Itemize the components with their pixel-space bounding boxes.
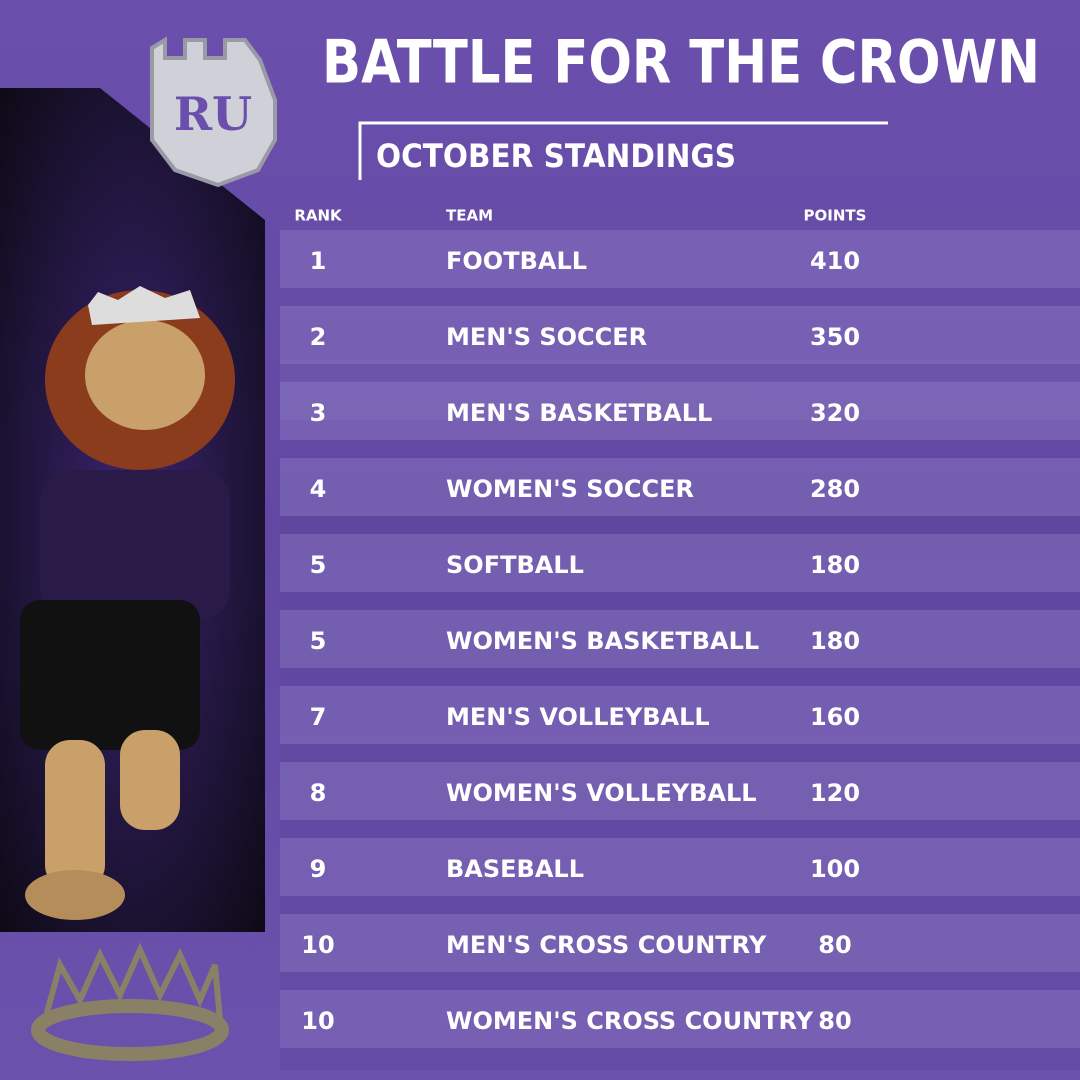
points: 280 <box>810 475 860 503</box>
row-band <box>280 230 1080 288</box>
points: 180 <box>810 627 860 655</box>
points: 80 <box>818 931 851 959</box>
rank: 10 <box>301 1007 334 1035</box>
team: MEN'S BASKETBALL <box>446 399 712 427</box>
logo-text: RU <box>174 87 252 141</box>
mascot <box>20 286 235 920</box>
subtitle-frame <box>358 121 888 180</box>
team: WOMEN'S SOCCER <box>446 475 694 503</box>
team: SOFTBALL <box>446 551 584 579</box>
rank: 10 <box>301 931 334 959</box>
row-band <box>280 534 1080 592</box>
points: 160 <box>810 703 860 731</box>
logo: RU <box>150 36 277 188</box>
points: 320 <box>810 399 860 427</box>
team: BASEBALL <box>446 855 584 883</box>
row-band <box>280 990 1080 1048</box>
subtitle: OCTOBER STANDINGS <box>376 137 736 175</box>
team: MEN'S CROSS COUNTRY <box>446 931 767 959</box>
team: MEN'S SOCCER <box>446 323 647 351</box>
team: WOMEN'S CROSS COUNTRY <box>446 1007 814 1035</box>
rank: 2 <box>310 323 327 351</box>
rank: 5 <box>310 551 327 579</box>
row-band <box>280 610 1080 668</box>
crown-icon <box>31 942 229 1061</box>
points: 100 <box>810 855 860 883</box>
row-band <box>280 686 1080 744</box>
title: BATTLE FOR THE CROWN <box>322 28 1040 98</box>
points: 80 <box>818 1007 851 1035</box>
team: WOMEN'S BASKETBALL <box>446 627 759 655</box>
rank: 3 <box>310 399 327 427</box>
rank: 5 <box>310 627 327 655</box>
points: 120 <box>810 779 860 807</box>
row-band <box>280 762 1080 820</box>
points: 180 <box>810 551 860 579</box>
column-header: RANK <box>294 207 343 225</box>
column-header: TEAM <box>446 207 493 225</box>
rank: 8 <box>310 779 327 807</box>
points: 410 <box>810 247 860 275</box>
rank: 9 <box>310 855 327 883</box>
row-band <box>280 838 1080 896</box>
row-band <box>280 458 1080 516</box>
rank: 4 <box>310 475 327 503</box>
field-backdrop <box>280 360 1080 420</box>
column-header: POINTS <box>804 207 867 225</box>
points: 350 <box>810 323 860 351</box>
team: MEN'S VOLLEYBALL <box>446 703 710 731</box>
row-band <box>280 914 1080 972</box>
row-band <box>280 382 1080 440</box>
rank: 1 <box>310 247 327 275</box>
team: WOMEN'S VOLLEYBALL <box>446 779 757 807</box>
row-band <box>280 306 1080 364</box>
field-backdrop <box>280 470 1080 1070</box>
team: FOOTBALL <box>446 247 587 275</box>
rank: 7 <box>310 703 327 731</box>
